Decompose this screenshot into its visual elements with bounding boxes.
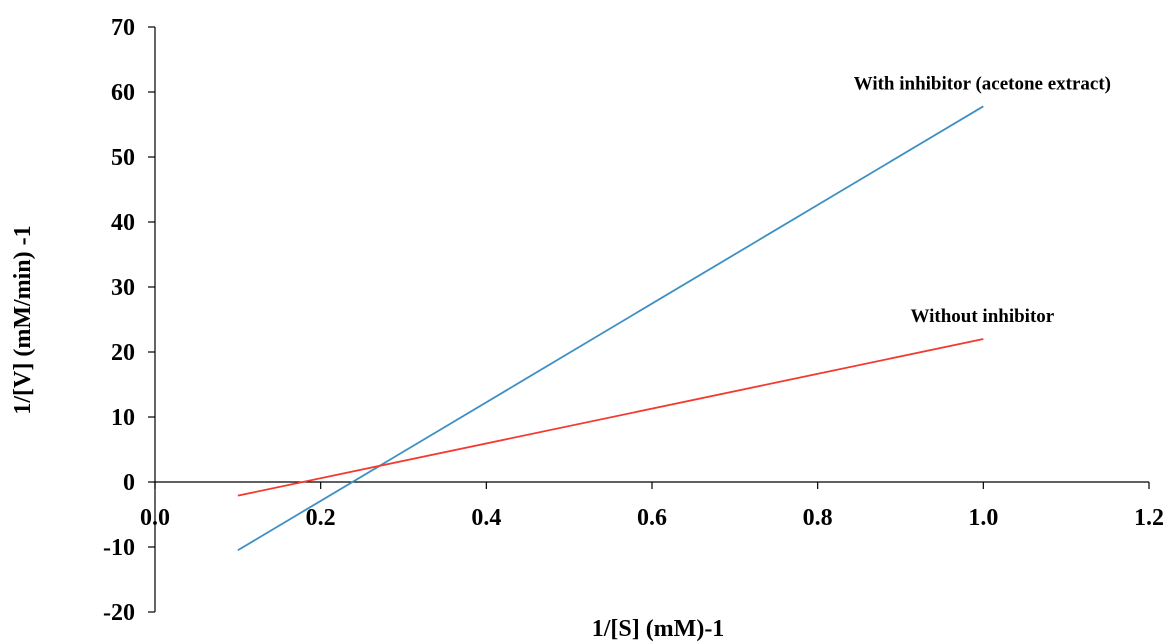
x-tick-label: 0.8	[803, 505, 833, 531]
series-line-0	[237, 105, 984, 552]
y-tick-label: 0	[123, 470, 135, 496]
x-tick-label: 0.2	[306, 505, 336, 531]
y-tick-label: 20	[111, 340, 135, 366]
series-lines	[237, 105, 984, 552]
x-tick-label: 1.2	[1134, 505, 1164, 531]
series-label-1: Without inhibitor	[910, 306, 1054, 327]
series-line-1	[237, 338, 984, 497]
series-label-0: With inhibitor (acetone extract)	[854, 73, 1111, 94]
y-axis-title: 1/[V] (mM/min) -1	[10, 225, 36, 414]
y-tick-label: 40	[111, 210, 135, 236]
y-tick-label: 60	[111, 80, 135, 106]
x-tick-label: 0.4	[471, 505, 501, 531]
axes: -20 -10 0 10 20 30 40 50 60 70 0.0 0.2 0.4 0.6 0.8 1.0 1…	[103, 15, 1164, 626]
x-axis-title: 1/[S] (mM)-1	[592, 616, 725, 642]
y-tick-label: -20	[103, 600, 135, 626]
y-tick-label: 10	[111, 405, 135, 431]
x-tick-label: 1.0	[968, 505, 998, 531]
y-tick-label: -10	[103, 535, 135, 561]
series-labels: With inhibitor (acetone extract) Without …	[854, 73, 1111, 327]
x-tick-label: 0.6	[637, 505, 667, 531]
y-tick-label: 70	[111, 15, 135, 41]
y-tick-label: 30	[111, 275, 135, 301]
y-tick-label: 50	[111, 145, 135, 171]
x-tick-label: 0.0	[140, 505, 170, 531]
